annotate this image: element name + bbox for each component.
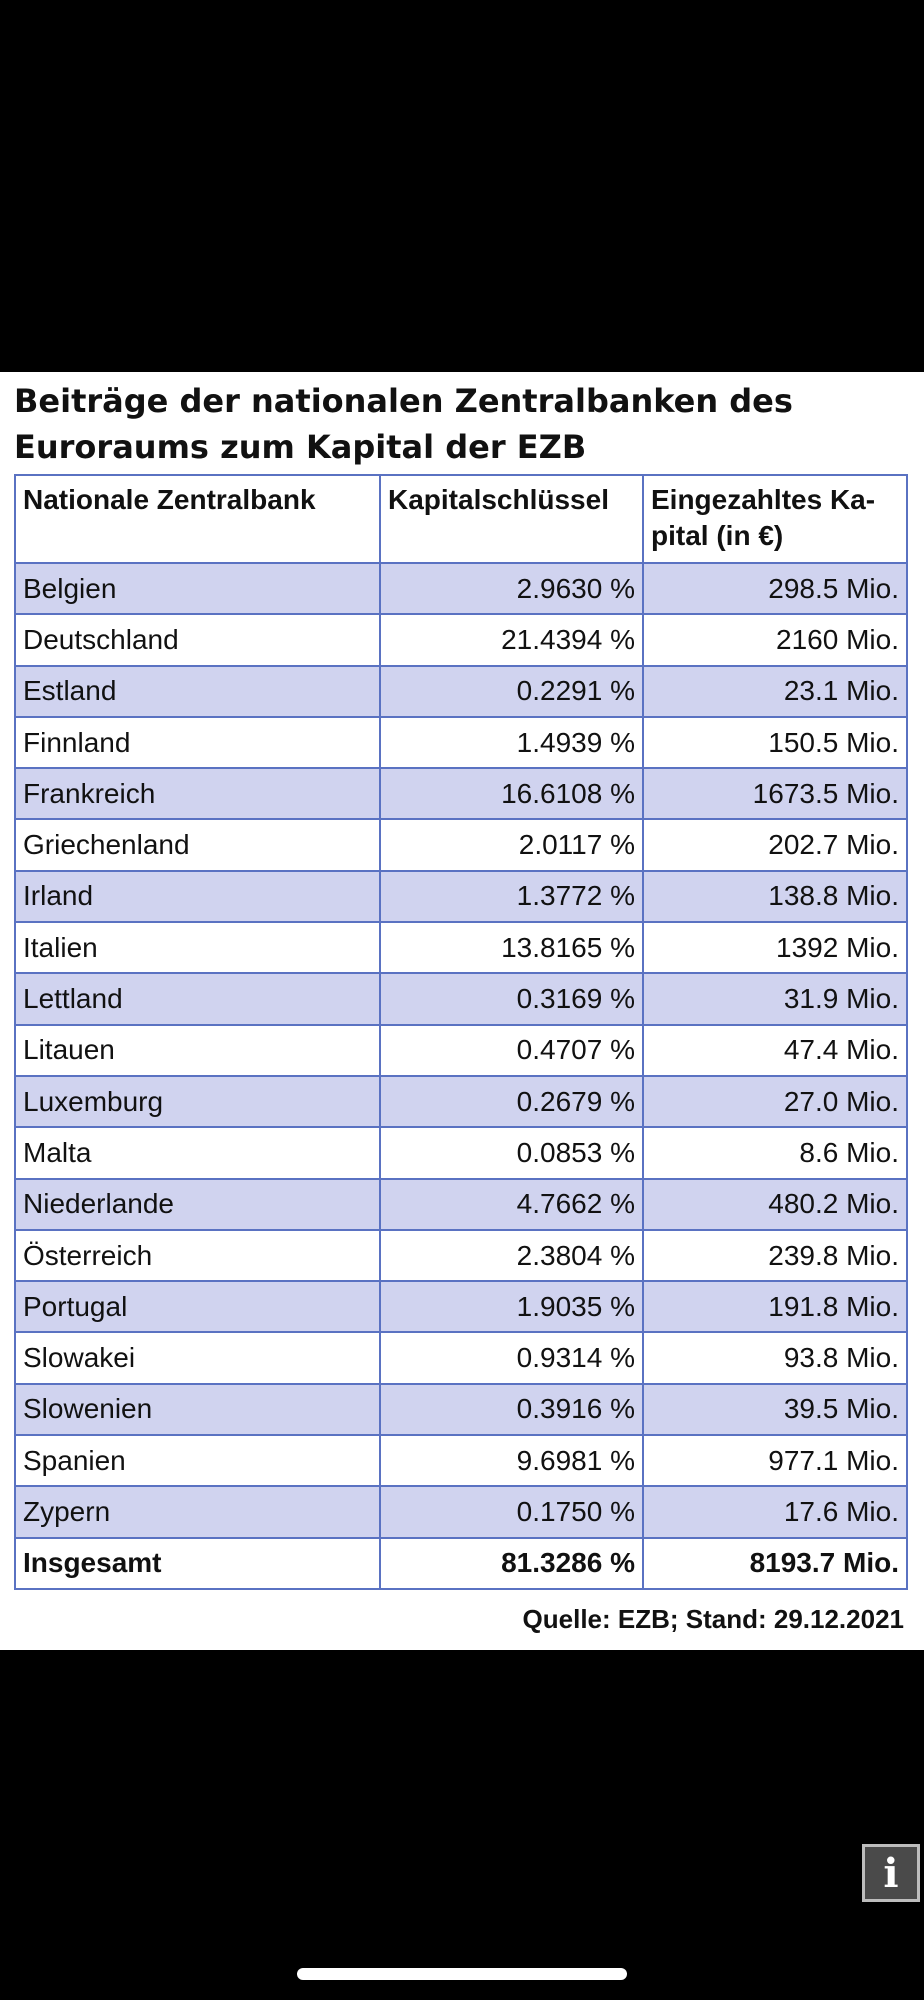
cell-bank: Zypern — [14, 1485, 381, 1539]
total-row: Insgesamt 81.3286 % 8193.7 Mio. — [14, 1536, 908, 1590]
cell-bank: Finnland — [14, 715, 381, 770]
cell-key: 2.9630 % — [379, 561, 644, 616]
table-row: Griechenland 2.0117 % 202.7 Mio. — [14, 818, 908, 872]
cell-capital: 202.7 Mio. — [642, 818, 908, 872]
cell-capital: 239.8 Mio. — [642, 1228, 908, 1283]
cell-key: 9.6981 % — [379, 1434, 644, 1488]
cell-key: 0.2679 % — [379, 1074, 644, 1129]
cell-key: 4.7662 % — [379, 1177, 644, 1231]
cell-bank: Österreich — [14, 1228, 381, 1283]
table-title: Beiträge der nationalen Zentralbanken de… — [14, 382, 793, 466]
total-label: Insgesamt — [14, 1536, 381, 1590]
cell-bank: Portugal — [14, 1280, 381, 1334]
cell-bank: Belgien — [14, 561, 381, 616]
info-icon: i — [883, 1849, 899, 1897]
cell-capital: 39.5 Mio. — [642, 1382, 908, 1437]
cell-capital: 17.6 Mio. — [642, 1485, 908, 1539]
column-header-capital: Eingezahltes Ka-pital (in €) — [642, 474, 908, 564]
table-row: Irland 1.3772 % 138.8 Mio. — [14, 869, 908, 924]
cell-capital: 150.5 Mio. — [642, 715, 908, 770]
cell-key: 2.0117 % — [379, 818, 644, 872]
table-row: Frankreich 16.6108 % 1673.5 Mio. — [14, 767, 908, 821]
cell-key: 16.6108 % — [379, 767, 644, 821]
cell-key: 0.3916 % — [379, 1382, 644, 1437]
cell-capital: 23.1 Mio. — [642, 664, 908, 718]
cell-capital: 8.6 Mio. — [642, 1126, 908, 1180]
info-button[interactable]: i — [862, 1844, 920, 1902]
cell-key: 0.2291 % — [379, 664, 644, 718]
table-row: Niederlande 4.7662 % 480.2 Mio. — [14, 1177, 908, 1231]
cell-capital: 1392 Mio. — [642, 921, 908, 975]
cell-bank: Litauen — [14, 1023, 381, 1077]
cell-bank: Malta — [14, 1126, 381, 1180]
cell-bank: Estland — [14, 664, 381, 718]
table-row: Zypern 0.1750 % 17.6 Mio. — [14, 1485, 908, 1539]
cell-capital: 977.1 Mio. — [642, 1434, 908, 1488]
cell-key: 13.8165 % — [379, 921, 644, 975]
table-row: Österreich 2.3804 % 239.8 Mio. — [14, 1228, 908, 1283]
cell-bank: Irland — [14, 869, 381, 924]
cell-capital: 93.8 Mio. — [642, 1331, 908, 1385]
table-row: Deutschland 21.4394 % 2160 Mio. — [14, 613, 908, 667]
cell-capital: 1673.5 Mio. — [642, 767, 908, 821]
cell-key: 0.4707 % — [379, 1023, 644, 1077]
cell-key: 2.3804 % — [379, 1228, 644, 1283]
cell-capital: 47.4 Mio. — [642, 1023, 908, 1077]
table-row: Lettland 0.3169 % 31.9 Mio. — [14, 972, 908, 1026]
cell-key: 0.3169 % — [379, 972, 644, 1026]
table-row: Belgien 2.9630 % 298.5 Mio. — [14, 561, 908, 616]
cell-bank: Spanien — [14, 1434, 381, 1488]
column-header-bank: Nationale Zentralbank — [14, 474, 381, 564]
cell-capital: 27.0 Mio. — [642, 1074, 908, 1129]
cell-bank: Frankreich — [14, 767, 381, 821]
cell-capital: 31.9 Mio. — [642, 972, 908, 1026]
cell-key: 0.1750 % — [379, 1485, 644, 1539]
cell-capital: 138.8 Mio. — [642, 869, 908, 924]
total-key: 81.3286 % — [379, 1536, 644, 1590]
cell-bank: Deutschland — [14, 613, 381, 667]
cell-capital: 298.5 Mio. — [642, 561, 908, 616]
cell-key: 1.3772 % — [379, 869, 644, 924]
cell-capital: 480.2 Mio. — [642, 1177, 908, 1231]
table-row: Slowakei 0.9314 % 93.8 Mio. — [14, 1331, 908, 1385]
table-header-row: Nationale Zentralbank Kapitalschlüssel E… — [14, 474, 908, 564]
cell-bank: Slowakei — [14, 1331, 381, 1385]
cell-bank: Niederlande — [14, 1177, 381, 1231]
table-row: Finnland 1.4939 % 150.5 Mio. — [14, 715, 908, 770]
table-row: Luxemburg 0.2679 % 27.0 Mio. — [14, 1074, 908, 1129]
cell-key: 0.9314 % — [379, 1331, 644, 1385]
table-row: Italien 13.8165 % 1392 Mio. — [14, 921, 908, 975]
cell-bank: Griechenland — [14, 818, 381, 872]
total-capital: 8193.7 Mio. — [642, 1536, 908, 1590]
table-row: Estland 0.2291 % 23.1 Mio. — [14, 664, 908, 718]
image-content: Beiträge der nationalen Zentralbanken de… — [0, 372, 924, 1650]
table-row: Portugal 1.9035 % 191.8 Mio. — [14, 1280, 908, 1334]
cell-capital: 191.8 Mio. — [642, 1280, 908, 1334]
cell-capital: 2160 Mio. — [642, 613, 908, 667]
cell-key: 1.4939 % — [379, 715, 644, 770]
cell-bank: Slowenien — [14, 1382, 381, 1437]
home-indicator[interactable] — [297, 1968, 627, 1980]
cell-key: 0.0853 % — [379, 1126, 644, 1180]
table-row: Slowenien 0.3916 % 39.5 Mio. — [14, 1382, 908, 1437]
cell-key: 1.9035 % — [379, 1280, 644, 1334]
cell-key: 21.4394 % — [379, 613, 644, 667]
table-row: Litauen 0.4707 % 47.4 Mio. — [14, 1023, 908, 1077]
cell-bank: Lettland — [14, 972, 381, 1026]
table-row: Malta 0.0853 % 8.6 Mio. — [14, 1126, 908, 1180]
cell-bank: Luxemburg — [14, 1074, 381, 1129]
capital-table: Nationale Zentralbank Kapitalschlüssel E… — [14, 474, 908, 1590]
cell-bank: Italien — [14, 921, 381, 975]
source-note: Quelle: EZB; Stand: 29.12.2021 — [522, 1604, 904, 1634]
table-row: Spanien 9.6981 % 977.1 Mio. — [14, 1434, 908, 1488]
column-header-key: Kapitalschlüssel — [379, 474, 644, 564]
